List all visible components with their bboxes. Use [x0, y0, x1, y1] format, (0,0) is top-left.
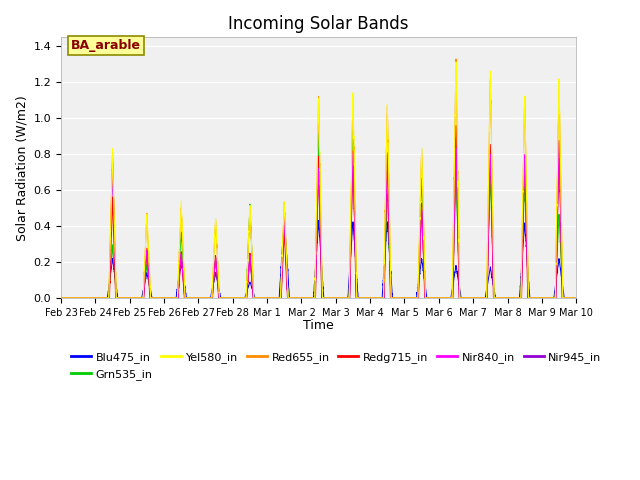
Text: BA_arable: BA_arable	[71, 39, 141, 52]
Title: Incoming Solar Bands: Incoming Solar Bands	[228, 15, 409, 33]
Y-axis label: Solar Radiation (W/m2): Solar Radiation (W/m2)	[15, 95, 28, 240]
Legend: Blu475_in, Grn535_in, Yel580_in, Red655_in, Redg715_in, Nir840_in, Nir945_in: Blu475_in, Grn535_in, Yel580_in, Red655_…	[67, 348, 606, 384]
X-axis label: Time: Time	[303, 319, 334, 332]
